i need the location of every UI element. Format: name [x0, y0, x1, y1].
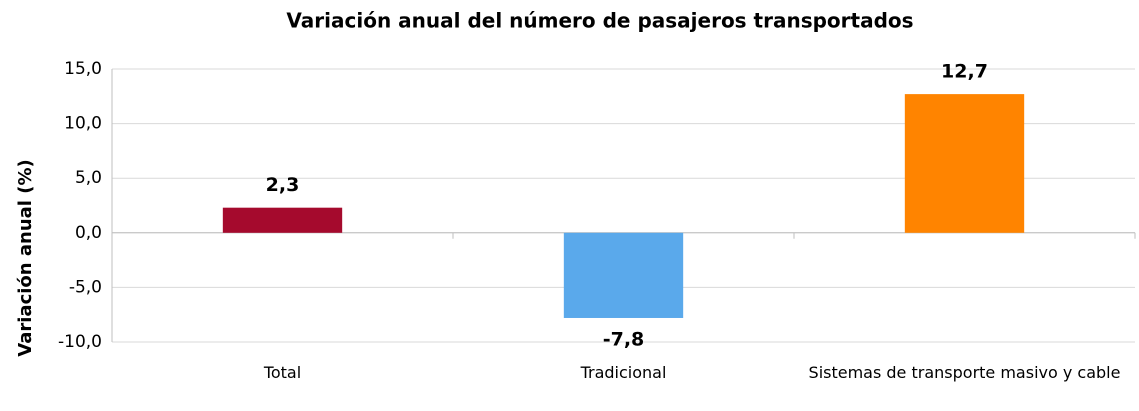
y-axis-label: Variación anual (%): [15, 159, 36, 356]
value-label: 12,7: [941, 61, 988, 83]
y-tick-label: -5,0: [69, 277, 102, 297]
x-tick-label: Tradicional: [580, 363, 667, 382]
y-tick-label: 5,0: [75, 168, 102, 188]
x-tick-label-box: Tradicional: [580, 363, 667, 382]
value-label: -7,8: [603, 328, 645, 350]
y-tick-label: -10,0: [58, 332, 102, 352]
y-tick-label: 15,0: [64, 59, 102, 79]
bar: [563, 232, 684, 318]
x-tick-label-box: Total: [263, 363, 302, 382]
chart-title: Variación anual del número de pasajeros …: [286, 9, 913, 33]
x-tick-label-box: Sistemas de transporte masivo y cable: [808, 363, 1121, 382]
x-tick-label: Sistemas de transporte masivo y cable: [808, 363, 1121, 382]
value-label: 2,3: [266, 174, 300, 196]
x-tick-label: Total: [263, 363, 302, 382]
y-tick-label: 0,0: [75, 223, 102, 243]
y-tick-label: 10,0: [64, 114, 102, 134]
bar: [222, 207, 343, 233]
bar: [904, 94, 1025, 233]
